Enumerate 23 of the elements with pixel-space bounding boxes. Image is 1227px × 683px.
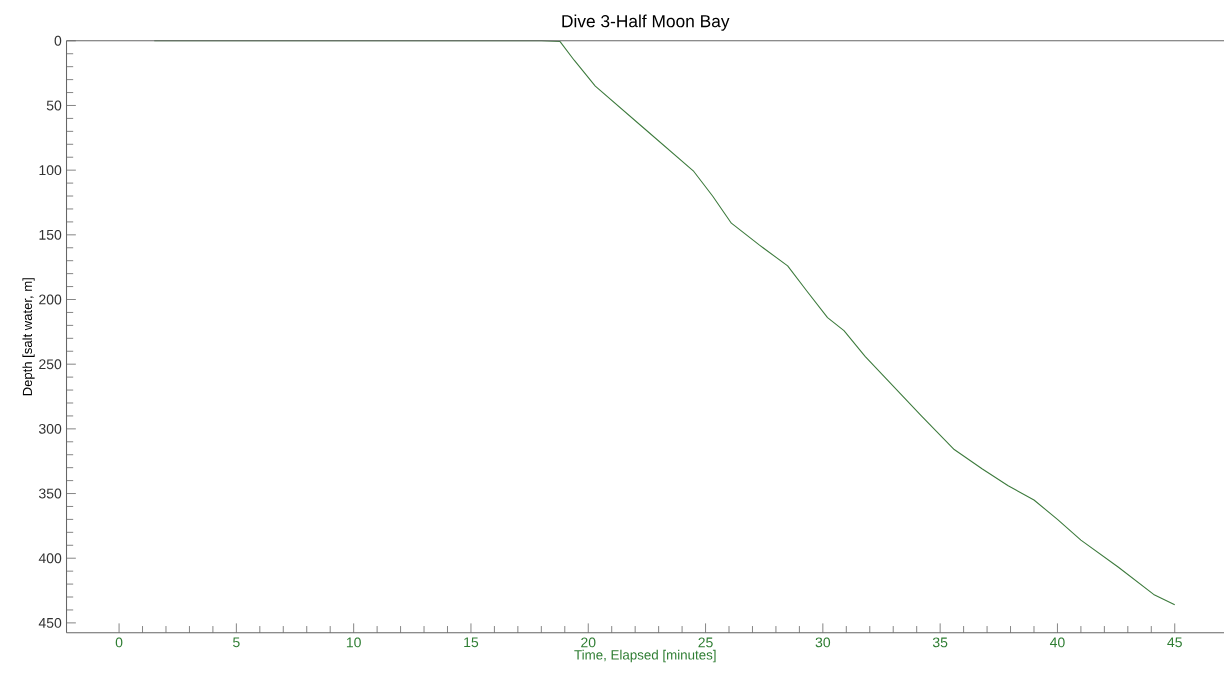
y-tick-label: 300 xyxy=(38,423,62,434)
x-tick-label: 30 xyxy=(815,637,831,648)
y-tick-label: 450 xyxy=(38,617,62,628)
y-tick-label: 0 xyxy=(54,35,62,46)
chart-title: Dive 3-Half Moon Bay xyxy=(562,14,730,31)
y-tick-label: 350 xyxy=(38,488,62,499)
x-axis-title: Time, Elapsed [minutes] xyxy=(574,649,716,663)
y-tick-label: 200 xyxy=(39,294,62,305)
x-tick-label: 45 xyxy=(1167,637,1182,648)
y-tick-label: 100 xyxy=(39,165,62,176)
y-tick-label: 50 xyxy=(46,100,62,111)
x-tick-label: 20 xyxy=(581,637,596,648)
x-tick-label: 35 xyxy=(932,637,948,648)
x-tick-label: 10 xyxy=(346,637,361,648)
y-tick-label: 150 xyxy=(39,229,62,240)
y-tick-label: 250 xyxy=(39,359,62,370)
y-tick-label: 400 xyxy=(38,553,62,564)
x-tick-label: 40 xyxy=(1049,637,1065,648)
x-tick-label: 0 xyxy=(115,637,123,648)
y-axis-title: Depth [salt water, m] xyxy=(22,278,35,396)
x-tick-label: 15 xyxy=(464,637,479,648)
x-tick-label: 25 xyxy=(698,637,713,648)
x-tick-label: 5 xyxy=(233,637,240,648)
